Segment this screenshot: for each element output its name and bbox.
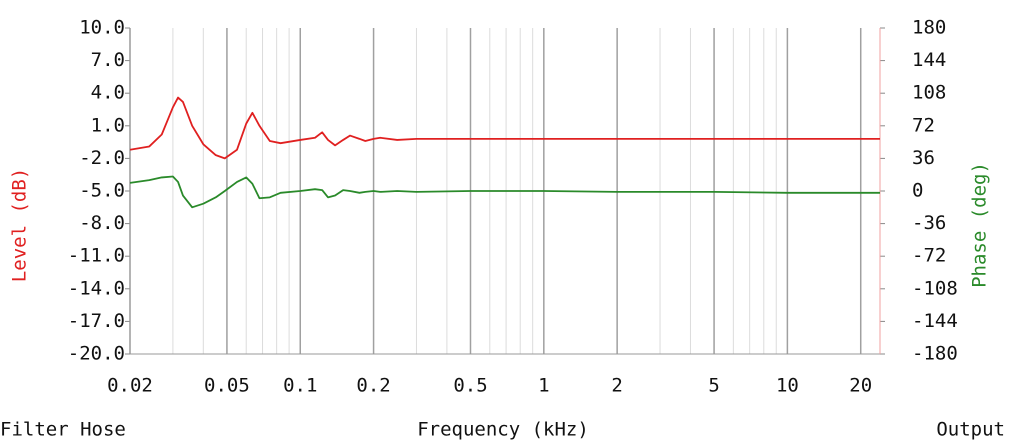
y2-tick-label: 180 bbox=[912, 17, 946, 39]
y-tick-label: 4.0 bbox=[91, 82, 125, 104]
x-tick-label: 20 bbox=[849, 375, 872, 397]
y-tick-label: 10.0 bbox=[79, 17, 125, 39]
y-tick-label: 7.0 bbox=[91, 49, 125, 71]
series-line bbox=[129, 96, 880, 160]
y2-tick-label: 36 bbox=[912, 147, 935, 169]
x-tick-label: 1 bbox=[538, 375, 549, 397]
y2-tick-label: 72 bbox=[912, 114, 935, 136]
y2-tick-label: -36 bbox=[912, 212, 946, 234]
y-tick-label: -8.0 bbox=[79, 212, 125, 234]
y-axis-label: Level (dB) bbox=[9, 168, 31, 282]
x-tick-label: 0.1 bbox=[283, 375, 317, 397]
y2-axis-label: Phase (deg) bbox=[969, 162, 991, 288]
x-tick-label: 0.2 bbox=[356, 375, 390, 397]
footer-right: Output bbox=[936, 419, 1005, 441]
x-tick-label: 0.05 bbox=[204, 375, 250, 397]
y-tick-label: -5.0 bbox=[79, 180, 125, 202]
y-tick-label: -14.0 bbox=[68, 277, 125, 299]
x-tick-label: 5 bbox=[708, 375, 719, 397]
x-axis-label: Frequency (kHz) bbox=[417, 419, 589, 441]
y-tick-label: -11.0 bbox=[68, 245, 125, 267]
x-tick-label: 10 bbox=[776, 375, 799, 397]
y2-tick-label: 144 bbox=[912, 49, 946, 71]
y-tick-label: 1.0 bbox=[91, 114, 125, 136]
series-line bbox=[129, 175, 880, 209]
y2-tick-label: -108 bbox=[912, 277, 958, 299]
y2-tick-label: -72 bbox=[912, 245, 946, 267]
y-tick-label: -20.0 bbox=[68, 343, 125, 365]
footer-left: Filter Hose bbox=[0, 419, 126, 441]
y2-tick-label: -144 bbox=[912, 310, 958, 332]
y2-tick-label: -180 bbox=[912, 343, 958, 365]
y2-tick-label: 0 bbox=[912, 180, 923, 202]
y-tick-label: -2.0 bbox=[79, 147, 125, 169]
y2-tick-label: 108 bbox=[912, 82, 946, 104]
y-tick-label: -17.0 bbox=[68, 310, 125, 332]
x-tick-label: 2 bbox=[611, 375, 622, 397]
x-tick-label: 0.5 bbox=[453, 375, 487, 397]
x-tick-label: 0.02 bbox=[107, 375, 153, 397]
